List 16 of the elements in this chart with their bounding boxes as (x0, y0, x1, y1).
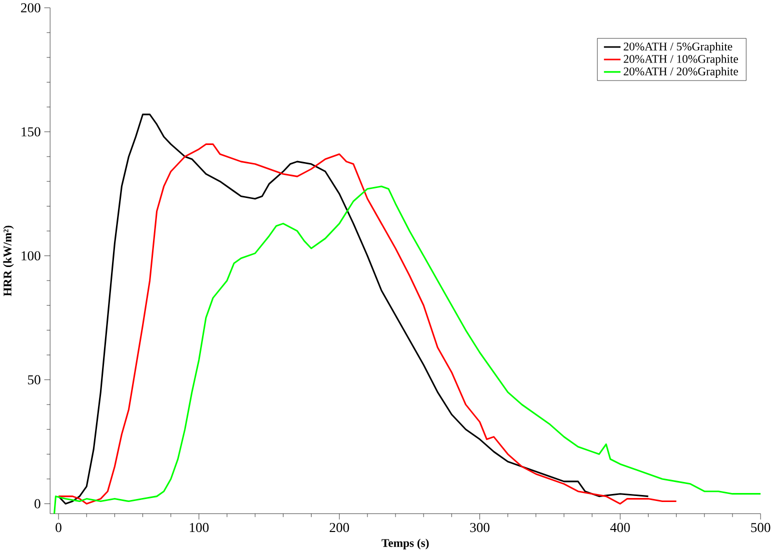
y-tick-label: 100 (22, 251, 40, 261)
x-tick-label: 400 (610, 523, 630, 532)
legend-label: 20%ATH / 20%Graphite (624, 67, 738, 78)
x-axis-title: Temps (s) (382, 538, 429, 550)
y-axis-title: HRR (kW/m²) (3, 226, 14, 296)
legend-label: 20%ATH / 5%Graphite (624, 42, 732, 54)
x-tick-label: 500 (751, 523, 770, 532)
x-tick-label: 100 (190, 523, 209, 532)
x-tick-label: 200 (330, 523, 350, 532)
y-tick-label: 0 (34, 499, 40, 509)
y-tick-label: 200 (21, 3, 40, 13)
y-tick-label: 150 (22, 127, 40, 137)
x-tick-label: 300 (470, 523, 490, 532)
legend-label: 20%ATH / 10%Graphite (624, 54, 738, 66)
x-tick-label: 0 (56, 523, 62, 532)
y-tick-label: 50 (28, 375, 40, 385)
